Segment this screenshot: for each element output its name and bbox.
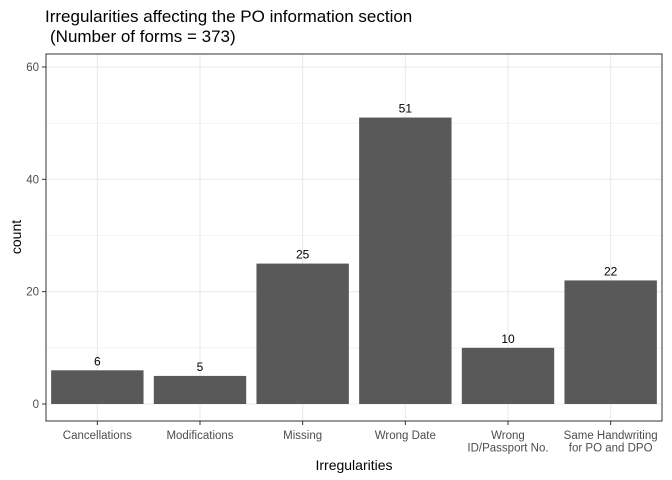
data-label: 22 bbox=[604, 264, 618, 278]
y-tick-label: 60 bbox=[26, 62, 39, 74]
bar bbox=[256, 263, 349, 404]
data-label: 5 bbox=[197, 360, 204, 374]
bar bbox=[153, 375, 247, 404]
x-tick-label: Wrong ID/Passport No. bbox=[467, 430, 548, 455]
x-tick-label-line: Modifications bbox=[166, 430, 233, 442]
x-tick-label: Modifications bbox=[166, 430, 233, 442]
data-label: 6 bbox=[94, 354, 101, 368]
bar bbox=[461, 347, 555, 404]
x-tick-label-line: Missing bbox=[283, 430, 322, 442]
x-tick-label-line: Wrong bbox=[491, 430, 525, 442]
x-tick-label-line: for PO and DPO bbox=[569, 443, 653, 455]
x-tick-label-line: ID/Passport No. bbox=[467, 443, 548, 455]
bar bbox=[51, 370, 144, 404]
panel-border bbox=[45, 53, 663, 422]
x-tick-label-line: Cancellations bbox=[63, 430, 132, 442]
chart-subtitle: (Number of forms = 373) bbox=[50, 27, 236, 46]
x-tick-label: Cancellations bbox=[63, 430, 132, 442]
bars bbox=[51, 117, 657, 405]
data-label: 51 bbox=[399, 102, 413, 116]
x-tick-label: Same Handwriting for PO and DPO bbox=[564, 430, 658, 455]
bar bbox=[564, 280, 657, 404]
y-tick-label: 20 bbox=[26, 287, 39, 299]
chart-title: Irregularities affecting the PO informat… bbox=[45, 7, 412, 26]
x-tick-label: Wrong Date bbox=[375, 430, 436, 442]
data-label: 10 bbox=[501, 332, 515, 346]
data-label: 25 bbox=[296, 248, 310, 262]
x-tick-label-line: Wrong Date bbox=[375, 430, 436, 442]
plot-panel bbox=[46, 54, 662, 421]
x-axis: Cancellations Modifications Missing Wrong D… bbox=[63, 421, 658, 455]
y-axis-title: count bbox=[8, 220, 24, 254]
y-tick-label: 40 bbox=[26, 174, 39, 186]
y-tick-label: 0 bbox=[33, 399, 39, 411]
bar bbox=[359, 117, 452, 405]
x-tick-label-line: Same Handwriting bbox=[564, 430, 658, 442]
y-axis: 0 20 40 60 bbox=[26, 62, 46, 411]
x-tick-label: Missing bbox=[283, 430, 322, 442]
minor-gridlines bbox=[46, 122, 662, 349]
x-axis-title: Irregularities bbox=[315, 457, 392, 473]
data-labels: 6 5 25 51 10 22 bbox=[94, 102, 618, 374]
